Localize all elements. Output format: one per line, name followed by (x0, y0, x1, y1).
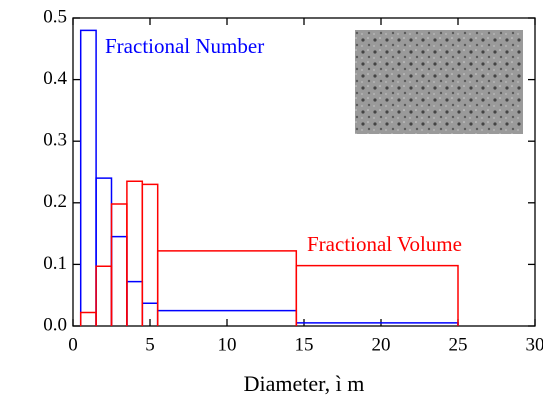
bin-step (158, 251, 297, 326)
x-tick-label: 30 (526, 334, 543, 355)
y-tick-label: 0.2 (43, 191, 67, 212)
x-tick-label: 25 (449, 334, 468, 355)
bin-step (296, 266, 458, 326)
y-tick-label: 0.0 (43, 314, 67, 335)
series-label: Fractional Volume (307, 232, 462, 256)
bin-step (127, 181, 142, 326)
x-tick-label: 10 (218, 334, 237, 355)
x-tick-label: 20 (372, 334, 391, 355)
y-tick-label: 0.3 (43, 130, 67, 151)
inset-image (355, 30, 523, 134)
x-axis-label: Diameter, ì m (244, 371, 365, 396)
bin-step (81, 312, 96, 326)
y-tick-label: 0.1 (43, 253, 67, 274)
x-tick-label: 0 (68, 334, 78, 355)
bin-step (96, 266, 111, 326)
y-tick-label: 0.5 (43, 6, 67, 27)
bin-step (127, 282, 142, 326)
bin-step (96, 178, 111, 326)
bin-step (112, 204, 127, 326)
bin-step (81, 30, 96, 326)
series-label: Fractional Number (105, 34, 264, 58)
x-tick-label: 15 (295, 334, 314, 355)
y-tick-label: 0.4 (43, 68, 67, 89)
bin-step (142, 184, 157, 326)
x-tick-label: 5 (145, 334, 155, 355)
bin-step (112, 237, 127, 326)
